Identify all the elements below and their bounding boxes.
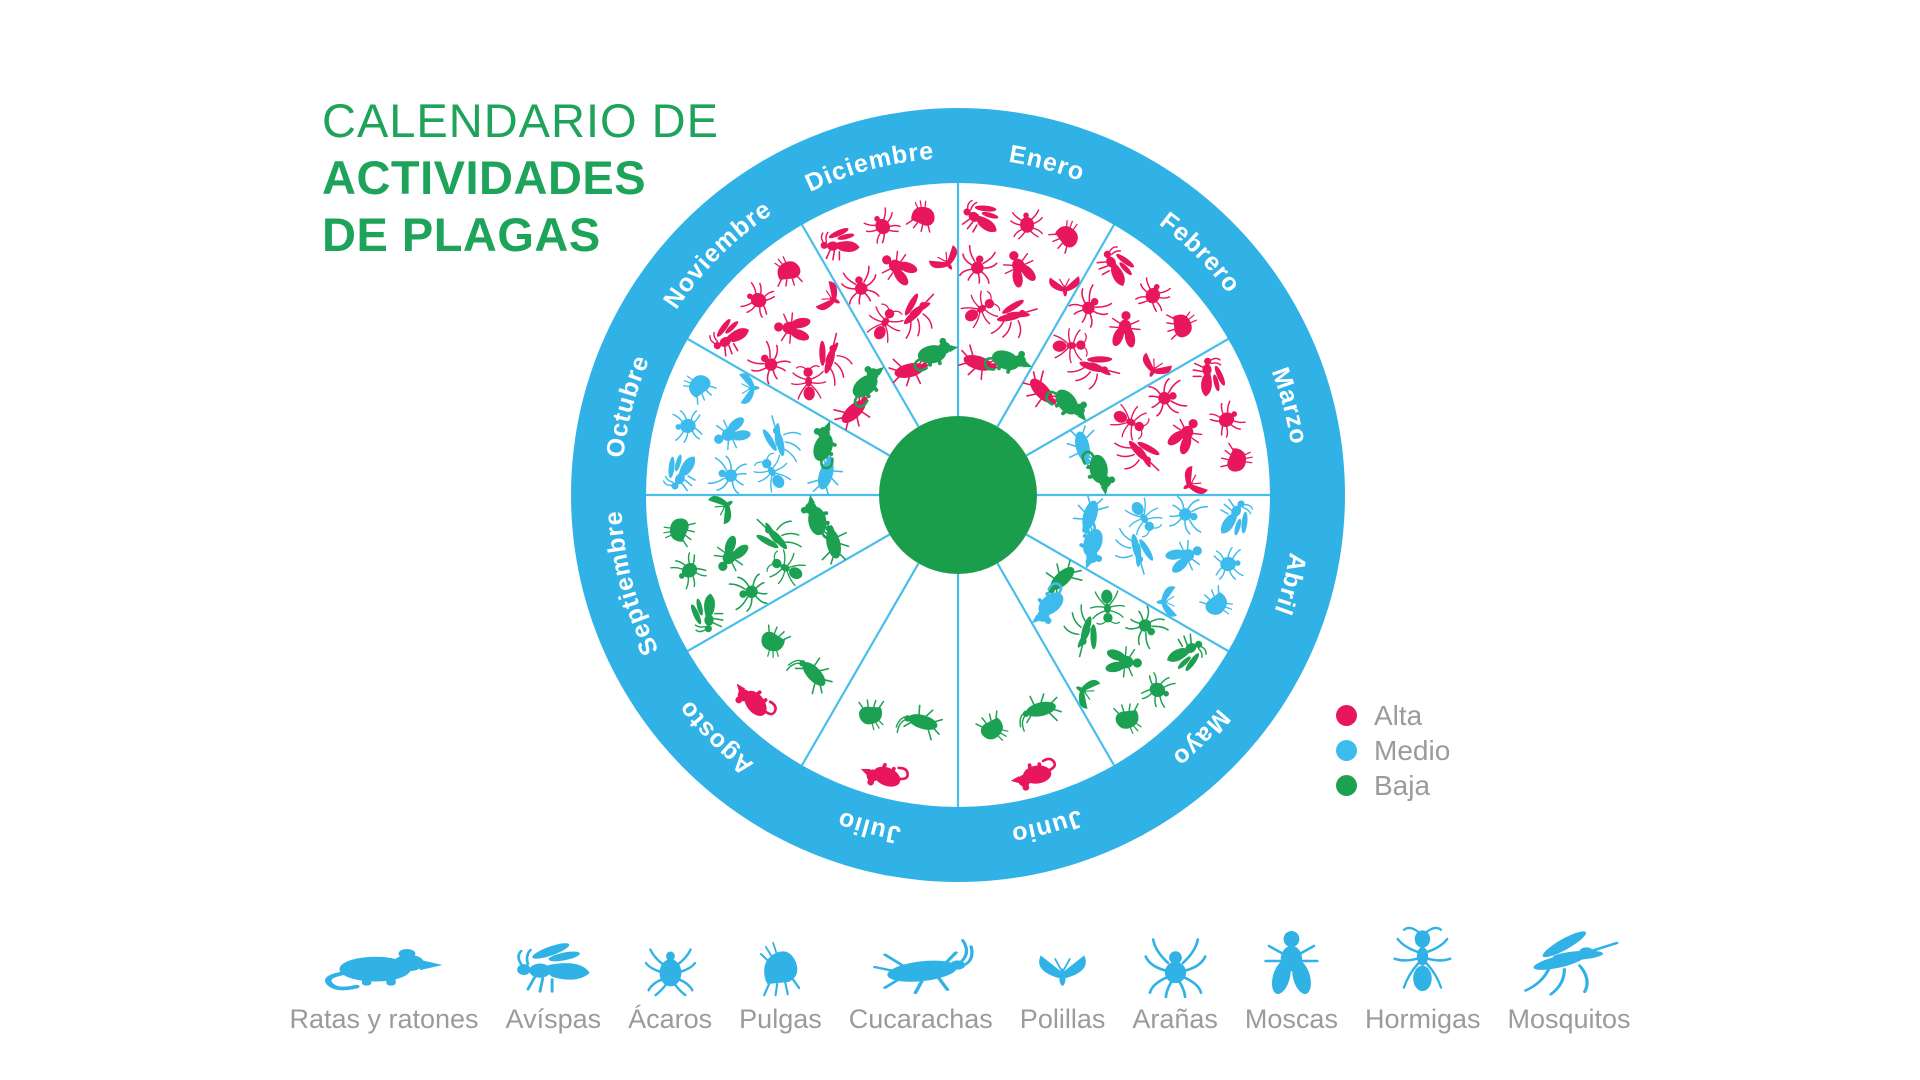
pest-type-tick: Ácaros xyxy=(628,936,712,1035)
wasp-icon xyxy=(510,928,596,998)
legend-dot-baja xyxy=(1336,775,1357,796)
segment-divider xyxy=(996,224,1115,428)
rat-icon xyxy=(324,932,444,998)
cockroach-icon xyxy=(867,932,975,998)
pest-type-label: Avíspas xyxy=(505,1004,602,1034)
pest-type-label: Moscas xyxy=(1244,1004,1338,1034)
mosquito-icon xyxy=(1515,918,1623,998)
pest-type-moth: Polillas xyxy=(1019,940,1106,1035)
legend-label: Alta xyxy=(1374,699,1423,731)
legend-item-baja: Baja xyxy=(1336,768,1450,803)
pest-type-label: Cucarachas xyxy=(848,1004,993,1034)
pest-type-cockroach: Cucarachas xyxy=(849,932,993,1035)
legend-item-medio: Medio xyxy=(1336,733,1450,768)
pest-type-label: Arañas xyxy=(1132,1004,1218,1034)
pest-type-mosquito: Mosquitos xyxy=(1507,918,1631,1035)
legend-label: Medio xyxy=(1374,734,1451,766)
legend-dot-alta xyxy=(1336,705,1357,726)
legend-item-alta: Alta xyxy=(1336,698,1450,733)
pest-type-flea: Pulgas xyxy=(739,934,822,1035)
pest-activity-wheel: EneroFebreroMarzoAbrilMayoJunioJulioAgos… xyxy=(571,108,1345,882)
segment-divider xyxy=(1025,338,1229,457)
pest-type-label: Pulgas xyxy=(739,1004,822,1034)
pest-type-label: Ácaros xyxy=(628,1004,713,1034)
title-line-1: CALENDARIO DE xyxy=(322,94,719,147)
tick-icon xyxy=(642,936,698,998)
pest-type-label: Mosquitos xyxy=(1507,1004,1631,1034)
pest-type-spider: Arañas xyxy=(1132,930,1218,1035)
pest-type-rat: Ratas y ratones xyxy=(289,932,479,1035)
spider-icon xyxy=(1141,930,1209,998)
segment-divider xyxy=(1025,533,1229,652)
segment-divider xyxy=(801,224,920,428)
legend-dot-medio xyxy=(1336,740,1357,761)
title-line-2: ACTIVIDADES xyxy=(322,151,647,204)
pest-type-row: Ratas y ratones Avíspas Ácaros Pulgas Cucara… xyxy=(289,918,1631,1035)
segment-divider xyxy=(687,338,891,457)
flea-icon xyxy=(754,934,806,998)
pest-type-label: Polillas xyxy=(1019,1004,1106,1034)
activity-legend: Alta Medio Baja xyxy=(1336,698,1450,803)
moth-icon xyxy=(1034,940,1092,998)
ant-icon xyxy=(1390,924,1456,998)
pest-type-label: Hormigas xyxy=(1364,1004,1481,1034)
segment-divider xyxy=(996,562,1115,766)
segment-divider xyxy=(687,533,891,652)
pest-type-wasp: Avíspas xyxy=(505,928,602,1035)
page-title: CALENDARIO DE ACTIVIDADES DE PLAGAS xyxy=(322,92,719,263)
pest-type-fly: Moscas xyxy=(1245,924,1338,1035)
pest-type-label: Ratas y ratones xyxy=(289,1004,479,1034)
fly-icon xyxy=(1255,924,1327,998)
legend-label: Baja xyxy=(1374,769,1431,801)
title-line-3: DE PLAGAS xyxy=(322,208,601,261)
wheel-center-disc xyxy=(879,416,1037,574)
segment-divider xyxy=(801,562,920,766)
pest-type-ant: Hormigas xyxy=(1364,924,1481,1035)
